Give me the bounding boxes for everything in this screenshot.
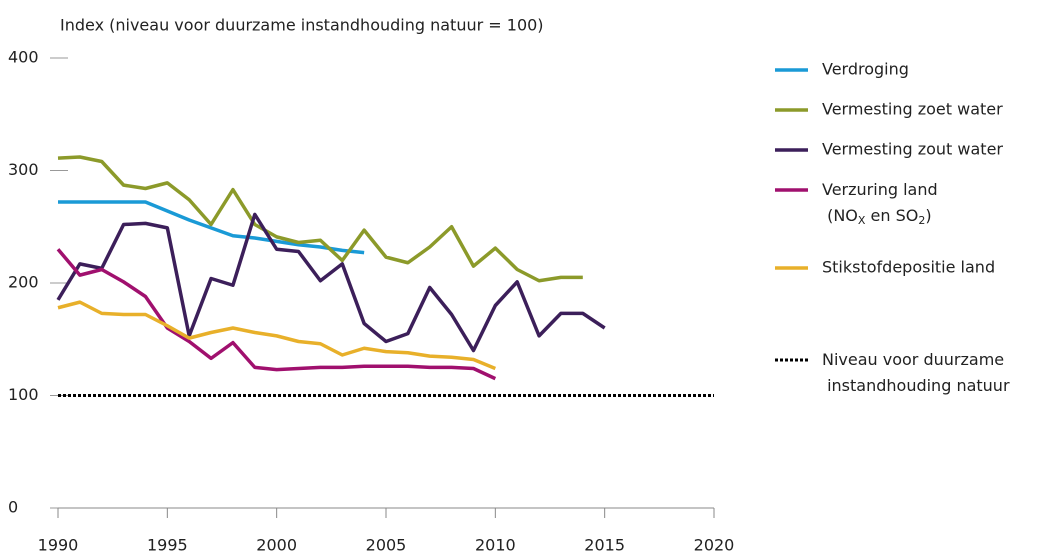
legend-label: Verzuring land (NOX en SO2) [822, 180, 938, 228]
series-line [58, 200, 365, 255]
x-tick-label: 2015 [584, 536, 625, 553]
legend-label: Vermesting zout water [822, 140, 1003, 159]
legend-label: Verdroging [822, 60, 909, 79]
x-tick-label: 1990 [38, 536, 79, 553]
legend-label: Stikstofdepositie land [822, 258, 995, 277]
series-line [57, 155, 583, 283]
y-tick-label: 300 [8, 160, 39, 179]
y-tick-label: 0 [8, 498, 18, 517]
y-tick-label: 200 [8, 273, 39, 292]
y-tick-label: 100 [8, 385, 39, 404]
series-line [56, 248, 497, 381]
y-tick-label: 400 [8, 48, 39, 67]
x-tick-label: 2005 [366, 536, 407, 553]
x-tick-label: 2010 [475, 536, 516, 553]
x-tick-label: 2000 [256, 536, 297, 553]
series-line [57, 300, 496, 371]
y-axis-label: Index (niveau voor duurzame instandhoudi… [60, 16, 544, 35]
series-line [56, 212, 606, 353]
legend-label: Vermesting zoet water [822, 100, 1003, 119]
x-tick-label: 1995 [147, 536, 188, 553]
legend-label: Niveau voor duurzame instandhouding natu… [822, 350, 1010, 395]
x-tick-label: 2020 [694, 536, 735, 553]
